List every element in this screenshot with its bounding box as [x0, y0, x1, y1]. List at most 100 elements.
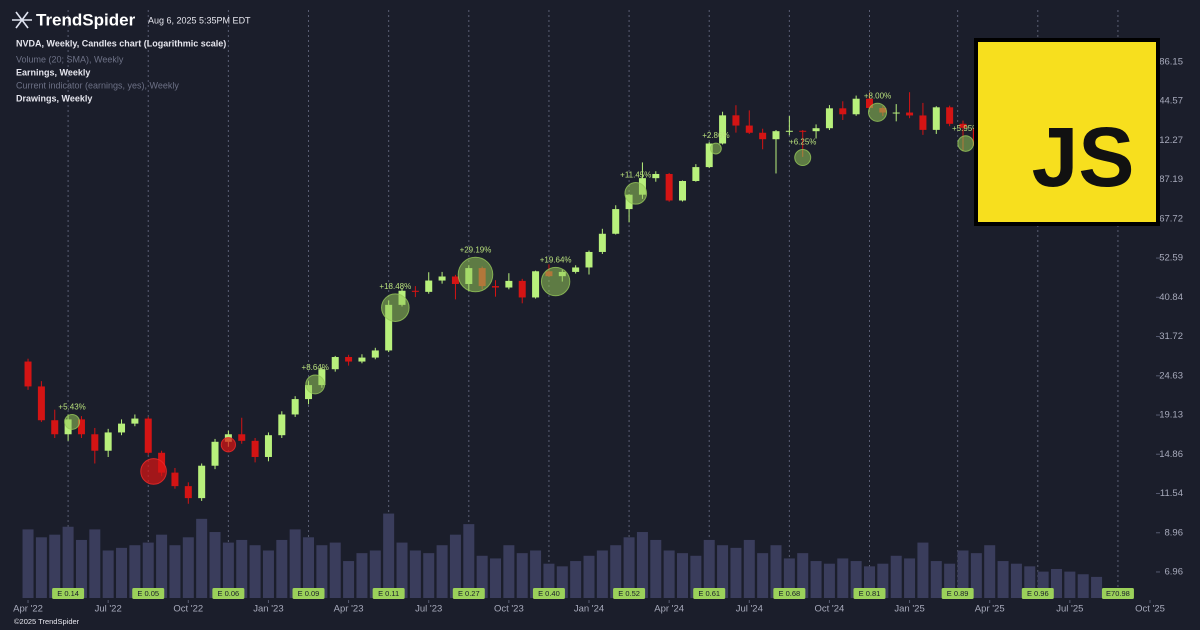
candle-body — [438, 276, 446, 281]
x-tick-label: Apr '25 — [975, 604, 1005, 615]
volume-bar — [717, 545, 729, 598]
volume-bar — [62, 526, 74, 598]
x-tick-label: Oct '22 — [173, 604, 203, 615]
volume-bar — [383, 513, 395, 598]
candle-body — [171, 472, 179, 487]
move-label: +6.25% — [789, 138, 816, 147]
x-tick-label: Apr '23 — [334, 604, 364, 615]
volume-bar — [75, 539, 87, 598]
candle-body — [665, 173, 673, 201]
earnings-badge — [693, 588, 726, 599]
y-tick-label: 6.96 — [1165, 566, 1184, 577]
move-label: +2.86% — [702, 131, 729, 140]
x-tick-label: Jul '23 — [415, 604, 442, 615]
volume-bar — [369, 550, 381, 598]
y-tick-label: 40.84 — [1159, 292, 1183, 303]
volume-bar — [222, 542, 234, 598]
x-tick-label: Jan '25 — [894, 604, 924, 615]
candle-body — [305, 385, 313, 400]
candle-body — [144, 418, 152, 453]
volume-bar — [516, 553, 528, 598]
volume-bar — [770, 545, 782, 598]
timestamp: Aug 6, 2025 5:35PM EDT — [148, 15, 251, 25]
volume-bar — [690, 555, 702, 598]
x-tick-label: Jan '23 — [253, 604, 283, 615]
volume-bar — [636, 532, 648, 598]
volume-bar — [797, 553, 809, 598]
x-tick-label: Oct '25 — [1135, 604, 1165, 615]
volume-bar — [944, 563, 956, 598]
volume-bar — [863, 566, 875, 598]
candle-body — [37, 386, 45, 421]
volume-bar — [142, 542, 154, 598]
candle-body — [852, 98, 860, 115]
volume-bar — [396, 542, 408, 598]
y-tick-label: 67.72 — [1159, 213, 1183, 224]
earnings-badge — [292, 588, 325, 599]
candle-body — [451, 276, 459, 284]
candle-body — [865, 98, 873, 108]
candle-body — [932, 107, 940, 130]
candle-body — [131, 418, 139, 424]
volume-bar — [703, 539, 715, 598]
volume-bar — [743, 539, 755, 598]
candle-body — [906, 112, 914, 116]
earnings-label: E 0.52 — [618, 589, 640, 598]
candle-body — [572, 267, 580, 272]
volume-bar — [570, 561, 582, 598]
volume-bar — [877, 563, 889, 598]
earnings-label: E 0.14 — [57, 589, 79, 598]
volume-bar — [476, 555, 488, 598]
volume-bar — [730, 547, 742, 598]
brand-logo — [12, 11, 32, 29]
y-tick-label: 87.19 — [1159, 174, 1183, 185]
volume-bar — [1024, 566, 1036, 598]
move-label: +19.64% — [540, 255, 572, 264]
volume-bar — [1037, 571, 1049, 598]
candle-body — [278, 414, 286, 436]
volume-bar — [904, 558, 916, 598]
y-tick-label: 186.15 — [1154, 56, 1183, 67]
candle-body — [946, 107, 954, 124]
earnings-badge — [532, 588, 565, 599]
y-tick-label: 52.59 — [1159, 253, 1183, 264]
volume-bar — [129, 545, 141, 598]
volume-bar — [423, 553, 435, 598]
volume-bar — [1050, 568, 1062, 598]
earnings-label: E 0.06 — [218, 589, 240, 598]
volume-bar — [1010, 563, 1022, 598]
volume-bar — [783, 558, 795, 598]
candle-body — [679, 181, 687, 201]
move-circle — [540, 266, 571, 297]
volume-bar — [289, 529, 301, 598]
move-circle — [220, 437, 236, 453]
candle-body — [719, 115, 727, 144]
volume-bar — [409, 550, 421, 598]
volume-bar — [970, 553, 982, 598]
move-circle — [957, 135, 974, 152]
candle-body — [919, 115, 927, 130]
move-label: +18.48% — [379, 282, 411, 291]
volume-bar — [49, 534, 61, 598]
earnings-badge — [613, 588, 646, 599]
volume-bar — [556, 566, 568, 598]
y-tick-label: 8.96 — [1165, 527, 1184, 538]
x-tick-label: Apr '22 — [13, 604, 43, 615]
indicator: Current indicator (earnings, yes), Weekl… — [16, 80, 179, 90]
candle-body — [812, 128, 820, 132]
volume-bar — [1064, 571, 1076, 598]
candle-body — [799, 130, 807, 132]
move-circle — [709, 142, 722, 155]
candle-body — [839, 108, 847, 115]
y-tick-label: 19.13 — [1159, 410, 1183, 421]
earnings-label: E 0.27 — [458, 589, 480, 598]
volume-bar — [490, 558, 502, 598]
volume-bar — [262, 550, 274, 598]
move-circle — [381, 293, 410, 322]
volume-bar — [957, 550, 969, 598]
candle-body — [612, 209, 620, 234]
volume-bar — [276, 539, 288, 598]
candle-body — [264, 435, 272, 457]
candle-body — [652, 173, 660, 179]
move-circle — [457, 256, 494, 293]
